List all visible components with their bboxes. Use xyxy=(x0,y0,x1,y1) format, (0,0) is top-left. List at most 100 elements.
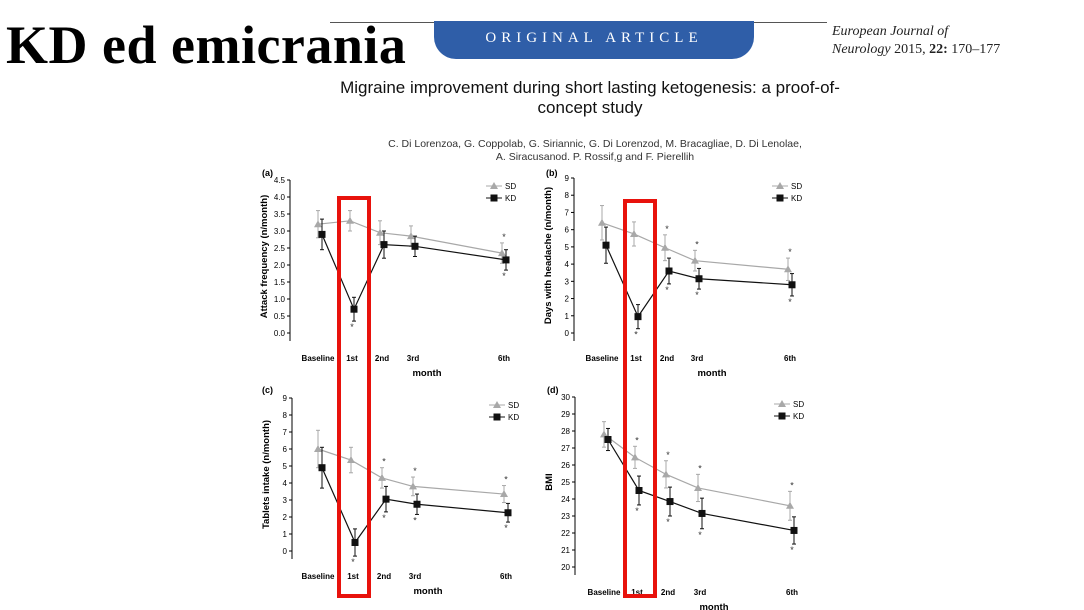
data-point-sd xyxy=(694,483,702,491)
journal-line-1: European Journal of xyxy=(832,24,949,39)
significance-star: * xyxy=(635,435,639,445)
x-tick-label: 2nd xyxy=(375,354,389,363)
significance-star: * xyxy=(665,285,669,295)
y-tick-label: 2.0 xyxy=(274,261,286,270)
legend-marker-kd xyxy=(778,412,786,420)
y-tick-label: 30 xyxy=(561,393,570,402)
x-tick-label: 6th xyxy=(784,354,796,363)
y-tick-label: 5 xyxy=(565,243,570,252)
x-tick-label: 3rd xyxy=(407,354,420,363)
data-point-kd xyxy=(790,526,798,534)
y-tick-label: 1 xyxy=(565,312,570,321)
data-point-sd xyxy=(661,243,669,251)
y-tick-label: 0.5 xyxy=(274,312,286,321)
significance-star: * xyxy=(695,239,699,249)
data-point-kd xyxy=(382,495,390,503)
data-point-kd xyxy=(504,509,512,517)
y-tick-label: 9 xyxy=(565,174,570,183)
y-tick-label: 6 xyxy=(283,445,288,454)
journal-pages: 170–177 xyxy=(951,42,1001,57)
journal-line-2: Neurology 2015, 22: 170–177 xyxy=(832,41,1000,59)
data-point-sd xyxy=(378,473,386,481)
legend-marker-sd xyxy=(778,400,786,407)
x-tick-label: 6th xyxy=(498,354,510,363)
significance-star: * xyxy=(698,530,702,540)
data-point-kd xyxy=(380,241,388,249)
significance-star: * xyxy=(790,480,794,490)
significance-star: * xyxy=(666,450,670,460)
x-tick-label: Baseline xyxy=(302,572,335,581)
significance-star: * xyxy=(634,330,638,340)
data-point-sd xyxy=(784,265,792,273)
y-tick-label: 0 xyxy=(283,547,288,556)
y-tick-label: 2 xyxy=(565,295,570,304)
legend-label-kd: KD xyxy=(508,413,519,422)
y-tick-label: 28 xyxy=(561,427,570,436)
y-tick-label: 29 xyxy=(561,410,570,419)
journal-name: Neurology xyxy=(832,42,891,57)
y-tick-label: 7 xyxy=(283,428,288,437)
significance-star: * xyxy=(504,475,508,485)
data-point-sd xyxy=(631,453,639,461)
authors-line-2: A. Siracusanod. P. Rossif,g and F. Piere… xyxy=(495,151,695,163)
panel-label: (c) xyxy=(262,385,273,395)
data-point-kd xyxy=(502,256,510,264)
highlight-box-1st-month xyxy=(337,196,371,598)
y-tick-label: 7 xyxy=(565,208,570,217)
significance-star: * xyxy=(502,232,506,242)
data-point-kd xyxy=(666,498,674,506)
chart-panel-d: (d) 20 21 22 23 24 25 26 27 28 29 30 Baseline 1st 2nd 3… xyxy=(544,385,804,610)
y-tick-label: 0.0 xyxy=(274,329,286,338)
y-axis-title: Tablets intake (n/month) xyxy=(261,420,272,529)
legend-label-kd: KD xyxy=(505,194,516,203)
data-point-sd xyxy=(347,456,355,464)
series-line-sd xyxy=(603,433,791,507)
data-point-kd xyxy=(665,267,673,275)
journal-year: 2015, xyxy=(894,42,926,57)
data-point-kd xyxy=(318,464,326,472)
highlight-box-1st-month xyxy=(623,199,657,598)
legend-marker-kd xyxy=(490,194,498,202)
y-tick-label: 3.0 xyxy=(274,227,286,236)
significance-star: * xyxy=(788,247,792,257)
slide-title: KD ed emicrania xyxy=(6,15,407,75)
y-tick-label: 4 xyxy=(283,479,288,488)
x-tick-label: Baseline xyxy=(588,588,621,597)
y-tick-label: 2.5 xyxy=(274,244,286,253)
data-point-sd xyxy=(376,228,384,236)
y-tick-label: 21 xyxy=(561,546,570,555)
significance-star: * xyxy=(666,517,670,527)
legend-label-sd: SD xyxy=(505,182,516,191)
data-point-kd xyxy=(411,242,419,250)
significance-star: * xyxy=(790,545,794,555)
legend-label-sd: SD xyxy=(793,400,804,409)
data-point-kd xyxy=(602,241,610,249)
data-point-sd xyxy=(346,216,354,224)
data-point-sd xyxy=(314,220,322,228)
y-tick-label: 24 xyxy=(561,495,570,504)
legend-marker-kd xyxy=(776,194,784,202)
x-axis-title: month xyxy=(699,602,728,610)
x-tick-label: 1st xyxy=(631,588,643,597)
data-point-sd xyxy=(409,482,417,490)
x-tick-label: 1st xyxy=(347,572,359,581)
legend-label-kd: KD xyxy=(793,412,804,421)
legend-label-sd: SD xyxy=(508,401,519,410)
x-tick-label: 3rd xyxy=(694,588,707,597)
data-point-kd xyxy=(695,275,703,283)
y-tick-label: 27 xyxy=(561,444,570,453)
data-point-kd xyxy=(413,500,421,508)
data-point-kd xyxy=(788,281,796,289)
data-point-kd xyxy=(635,487,643,494)
legend-label-kd: KD xyxy=(791,194,802,203)
legend-marker-sd xyxy=(493,401,501,408)
x-tick-label: 2nd xyxy=(661,588,675,597)
data-point-sd xyxy=(498,249,506,257)
data-point-sd xyxy=(662,470,670,478)
significance-star: * xyxy=(502,271,506,281)
y-tick-label: 3 xyxy=(283,496,288,505)
legend-marker-sd xyxy=(776,182,784,189)
y-tick-label: 3 xyxy=(565,277,570,286)
x-tick-label: 1st xyxy=(630,354,642,363)
